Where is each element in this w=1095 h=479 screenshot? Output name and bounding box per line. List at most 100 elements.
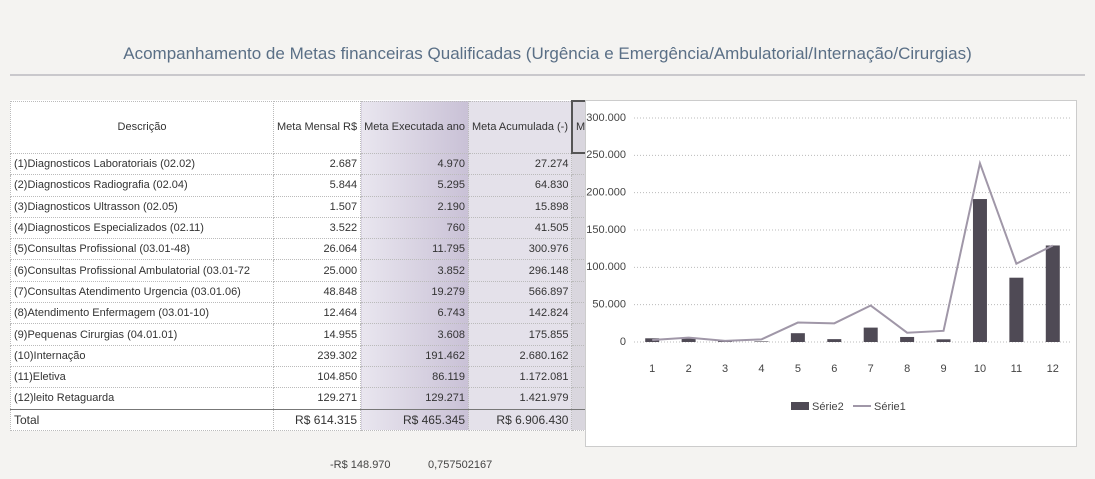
bar bbox=[1009, 277, 1024, 342]
cell-number: 27.274 bbox=[467, 152, 573, 176]
header-row: Descrição Meta Mensal R$ Meta Executada an… bbox=[10, 100, 663, 154]
row: (3)Diagnosticos Ultrasson (02.05) 1.507 2.… bbox=[10, 195, 663, 218]
footer-diff: -R$ 148.970 bbox=[330, 459, 391, 471]
cell-number: 15.898 bbox=[467, 195, 573, 218]
row: (1)Diagnosticos Laboratoriais (02.02) 2.6… bbox=[10, 152, 663, 176]
cell-label: (9)Pequenas Cirurgias (04.01.01) bbox=[10, 323, 274, 346]
cell-number: 48.848 bbox=[272, 280, 362, 304]
cell-number: 129.271 bbox=[272, 387, 362, 410]
cell-number: 86.119 bbox=[360, 365, 469, 389]
y-tick-label: 250.000 bbox=[586, 149, 626, 161]
x-tick-label: 5 bbox=[795, 363, 801, 375]
cell-number: 104.850 bbox=[272, 365, 362, 389]
total-cell: Total bbox=[10, 408, 274, 431]
cell-number: 296.148 bbox=[467, 259, 573, 282]
x-tick-label: 4 bbox=[758, 363, 764, 375]
cell-number: 5.844 bbox=[272, 174, 362, 197]
row: (9)Pequenas Cirurgias (04.01.01) 14.955 3.… bbox=[10, 323, 663, 346]
cell-number: 64.830 bbox=[467, 174, 573, 197]
cell-number: 26.064 bbox=[272, 238, 362, 261]
bar bbox=[645, 338, 660, 342]
bar bbox=[900, 336, 915, 342]
cell-label: (2)Diagnosticos Radiografia (02.04) bbox=[10, 174, 274, 197]
bar bbox=[972, 199, 987, 342]
x-tick-label: 3 bbox=[722, 363, 728, 375]
chart: 0 50.000 100.000 150.000 200.000 250.000 300.0… bbox=[586, 112, 1071, 413]
cell-number: 41.505 bbox=[467, 216, 573, 240]
x-tick-label: 6 bbox=[831, 363, 837, 375]
cell-label: (7)Consultas Atendimento Urgencia (03.01… bbox=[10, 280, 274, 304]
cell-label: (12)leito Retaguarda bbox=[10, 387, 274, 410]
cell-number: 191.462 bbox=[360, 344, 469, 367]
cell-number: 1.421.979 bbox=[467, 387, 573, 410]
cell-number: 175.855 bbox=[467, 323, 573, 346]
bar bbox=[681, 338, 696, 342]
chart-box: 0 50.000 100.000 150.000 200.000 250.000 300.0… bbox=[585, 100, 1077, 447]
x-tick-label: 11 bbox=[1011, 363, 1022, 375]
cell-number: 3.852 bbox=[360, 259, 469, 282]
title-rule bbox=[10, 74, 1085, 76]
cell-number: 12.464 bbox=[272, 302, 362, 325]
cell-number: 11.795 bbox=[360, 238, 469, 261]
cell-number: 25.000 bbox=[272, 259, 362, 282]
footer-ratio: 0,757502167 bbox=[428, 459, 493, 471]
y-tick-label: 200.000 bbox=[586, 187, 626, 199]
bar bbox=[1045, 245, 1060, 342]
cell-number: 2.190 bbox=[360, 195, 469, 218]
cell-number: 4.970 bbox=[360, 152, 469, 176]
cell-number: 2.680.162 bbox=[467, 344, 573, 367]
cell-number: 14.955 bbox=[272, 323, 362, 346]
x-tick-label: 12 bbox=[1047, 363, 1059, 375]
row: (8)Atendimento Enfermagem (03.01-10) 12.4… bbox=[10, 302, 663, 325]
row: (4)Diagnosticos Especializados (02.11) 3.… bbox=[10, 216, 663, 240]
y-tick-label: 50.000 bbox=[592, 299, 626, 311]
column-header: Meta Executada ano bbox=[360, 100, 469, 154]
cell-number: 6.743 bbox=[360, 302, 469, 325]
cell-number: 3.522 bbox=[272, 216, 362, 240]
row: (6)Consultas Profissional Ambulatorial (… bbox=[10, 259, 663, 282]
column-header: Meta Mensal R$ bbox=[272, 100, 362, 154]
row: (11)Eletiva104.85086.1191.172.0811.258.2… bbox=[10, 365, 663, 389]
legend-label: Série2 bbox=[812, 401, 844, 413]
x-tick-label: 2 bbox=[686, 363, 692, 375]
cell-number: 566.897 bbox=[467, 280, 573, 304]
cell-number: 760 bbox=[360, 216, 469, 240]
table: Descrição Meta Mensal R$ Meta Executada an… bbox=[10, 100, 663, 431]
line bbox=[652, 159, 1054, 342]
cell-label: (4)Diagnosticos Especializados (02.11) bbox=[10, 216, 274, 240]
cell-number: 5.295 bbox=[360, 174, 469, 197]
cell-label: (6)Consultas Profissional Ambulatorial (… bbox=[10, 259, 274, 282]
x-tick-label: 9 bbox=[940, 363, 946, 375]
cell-label: (5)Consultas Profissional (03.01-48) bbox=[10, 238, 274, 261]
cell-number: 1.172.081 bbox=[467, 365, 573, 389]
cell-number: 142.824 bbox=[467, 302, 573, 325]
bar bbox=[936, 339, 951, 342]
row: (10)Internação239.302191.4622.680.1622.8… bbox=[10, 344, 663, 367]
cell-label: (10)Internação bbox=[10, 344, 274, 367]
y-tick-label: 100.000 bbox=[586, 261, 626, 273]
total-cell: R$ 465.345 bbox=[360, 408, 469, 431]
row: (7)Consultas Atendimento Urgencia (03.01… bbox=[10, 280, 663, 304]
y-tick-label: 150.000 bbox=[586, 224, 626, 236]
cell-number: 2.687 bbox=[272, 152, 362, 176]
title: Acompanhamento de Metas financeiras Qual… bbox=[123, 44, 972, 63]
row: (5)Consultas Profissional (03.01-48) 26.0… bbox=[10, 238, 663, 261]
x-tick-label: 8 bbox=[904, 363, 910, 375]
x-tick-label: 7 bbox=[868, 363, 874, 375]
y-tick-label: 300.000 bbox=[586, 112, 626, 124]
legend-label: Série1 bbox=[874, 401, 906, 413]
cell-number: 239.302 bbox=[272, 344, 362, 367]
x-tick-label: 1 bbox=[649, 363, 655, 375]
bar bbox=[863, 327, 878, 342]
cell-number: 3.608 bbox=[360, 323, 469, 346]
cell-label: (8)Atendimento Enfermagem (03.01-10) bbox=[10, 302, 274, 325]
column-header: Meta Acumulada (-) bbox=[467, 100, 573, 154]
cell-label: (3)Diagnosticos Ultrasson (02.05) bbox=[10, 195, 274, 218]
cell-number: 300.976 bbox=[467, 238, 573, 261]
total-cell: R$ 6.906.430 bbox=[467, 408, 573, 431]
legend-swatch bbox=[791, 402, 809, 410]
bar bbox=[827, 339, 842, 342]
bar bbox=[790, 333, 805, 342]
row: (12)leito Retaguarda 129.271 129.271 1.421.… bbox=[10, 387, 663, 410]
